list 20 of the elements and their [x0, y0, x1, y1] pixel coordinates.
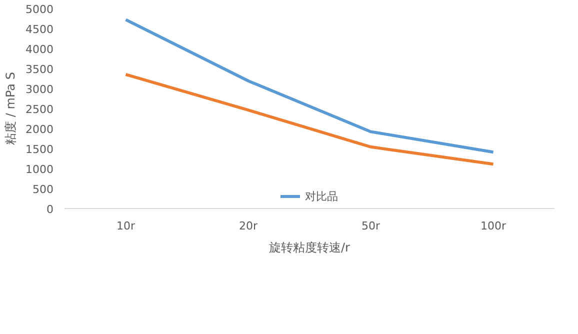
y-tick-label: 3500	[26, 63, 54, 76]
y-tick-label: 500	[32, 183, 54, 196]
y-tick-label: 1500	[26, 143, 54, 156]
line-series	[124, 18, 495, 154]
x-tick-label: 100r	[480, 220, 506, 232]
x-axis-title: 旋转粘度转速/r	[269, 240, 350, 254]
y-tick-label: 4500	[26, 23, 54, 36]
y-tick-label: 1000	[26, 163, 54, 176]
y-tick-label: 2500	[26, 103, 54, 116]
y-axis-title: 粘度 / mPa S	[4, 72, 18, 145]
x-tick-label: 20r	[238, 220, 258, 232]
y-tick-label: 4000	[26, 43, 54, 56]
y-tick-label: 0	[46, 203, 54, 216]
legend-label: 对比品	[305, 188, 338, 204]
y-tick-label: 5000	[26, 3, 54, 16]
x-tick-label: 50r	[361, 220, 380, 232]
y-tick-label: 2000	[26, 123, 54, 136]
x-tick-label: 10r	[116, 220, 136, 232]
line-series	[124, 73, 495, 166]
y-tick-label: 3000	[26, 83, 54, 96]
